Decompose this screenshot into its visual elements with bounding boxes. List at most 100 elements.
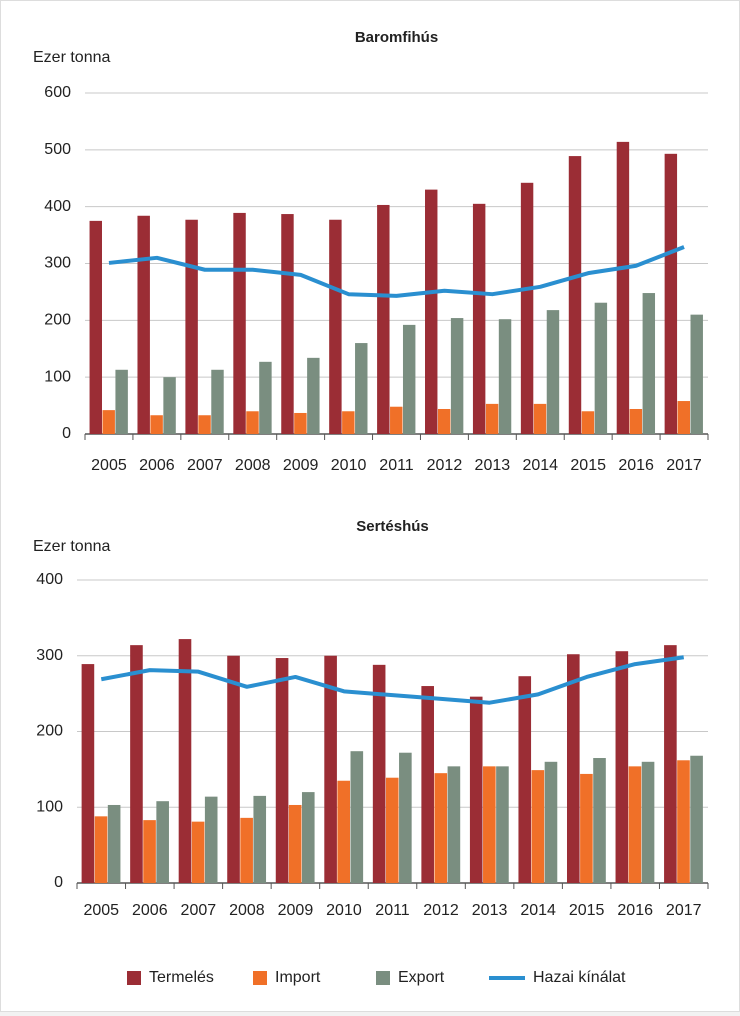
y-tick-label: 200 — [44, 312, 71, 329]
bar — [544, 761, 558, 883]
bar — [498, 319, 512, 434]
bar — [629, 408, 643, 434]
x-tick-label: 2014 — [520, 902, 556, 919]
x-tick-label: 2011 — [379, 457, 414, 474]
bar — [94, 816, 108, 883]
legend-label: Termelés — [149, 969, 214, 986]
bar — [178, 639, 192, 883]
bar — [294, 412, 307, 434]
bar — [520, 182, 534, 434]
bar — [143, 820, 156, 883]
y-tick-label: 400 — [44, 198, 71, 215]
x-tick-label: 2007 — [181, 902, 217, 919]
bar — [531, 770, 545, 883]
bar — [450, 318, 464, 434]
bar — [253, 795, 267, 883]
y-tick-label: 100 — [36, 798, 63, 815]
line-series — [100, 655, 685, 705]
bar — [421, 686, 434, 883]
bar — [533, 403, 547, 434]
y-tick-label: 0 — [62, 425, 71, 442]
bar — [642, 293, 656, 434]
bar — [107, 804, 121, 883]
x-tick-label: 2009 — [283, 457, 319, 474]
x-tick-label: 2010 — [331, 457, 367, 474]
bar — [593, 758, 606, 883]
bar — [469, 696, 483, 883]
bar — [156, 801, 169, 883]
x-tick-label: 2005 — [91, 457, 127, 474]
bar — [677, 401, 691, 434]
x-tick-label: 2013 — [475, 457, 511, 474]
chart-title: Sertéshús — [356, 518, 429, 535]
x-tick-label: 2016 — [617, 902, 653, 919]
bar — [307, 357, 320, 434]
bar — [185, 219, 198, 434]
x-tick-label: 2007 — [187, 457, 223, 474]
y-axis-label: Ezer tonna — [33, 538, 110, 555]
y-tick-label: 300 — [44, 255, 71, 272]
bar — [130, 645, 143, 883]
bar — [425, 189, 438, 434]
bar — [580, 773, 593, 883]
bar — [191, 821, 205, 883]
y-tick-label: 400 — [36, 571, 63, 588]
bar — [581, 411, 595, 434]
x-tick-label: 2015 — [570, 457, 606, 474]
bar — [485, 403, 499, 434]
x-tick-label: 2014 — [522, 457, 558, 474]
bar — [437, 408, 451, 434]
bar — [377, 204, 390, 434]
bar — [518, 676, 532, 883]
bar — [137, 215, 150, 434]
bar — [402, 324, 416, 434]
y-tick-label: 500 — [44, 141, 71, 158]
bar — [641, 761, 655, 883]
bar — [690, 314, 703, 434]
x-tick-label: 2009 — [278, 902, 314, 919]
bar — [288, 804, 302, 883]
bar — [150, 415, 163, 434]
legend-label: Export — [398, 969, 445, 986]
bar — [102, 410, 115, 434]
bar — [89, 220, 102, 434]
bar — [594, 302, 608, 434]
bar — [447, 766, 461, 883]
bar — [275, 658, 289, 883]
x-tick-label: 2008 — [229, 902, 265, 919]
x-tick-label: 2011 — [375, 902, 410, 919]
bar — [355, 343, 368, 434]
bar — [81, 664, 95, 883]
bar — [301, 792, 315, 883]
bar — [163, 377, 176, 434]
legend-swatch — [376, 971, 390, 985]
y-tick-label: 0 — [54, 874, 63, 891]
bar — [233, 212, 246, 434]
bar — [664, 645, 677, 883]
x-tick-label: 2016 — [618, 457, 654, 474]
y-tick-label: 300 — [36, 647, 63, 664]
bar — [281, 214, 294, 434]
x-tick-label: 2013 — [472, 902, 508, 919]
bar — [211, 369, 224, 434]
legend-label: Hazai kínálat — [533, 969, 626, 986]
bar — [664, 153, 678, 435]
bar — [115, 369, 128, 434]
bar — [566, 654, 580, 883]
bar — [568, 156, 582, 434]
bar — [677, 760, 690, 883]
bar — [496, 766, 509, 883]
line-series — [108, 245, 685, 298]
x-tick-label: 2012 — [423, 902, 459, 919]
bar — [329, 219, 342, 434]
y-axis-label: Ezer tonna — [33, 49, 110, 66]
bar — [198, 415, 211, 434]
bar — [399, 752, 412, 883]
bar — [350, 751, 364, 883]
bar — [483, 766, 496, 883]
bar — [240, 817, 253, 883]
x-tick-label: 2006 — [132, 902, 168, 919]
bar — [337, 780, 351, 883]
x-tick-label: 2015 — [569, 902, 605, 919]
